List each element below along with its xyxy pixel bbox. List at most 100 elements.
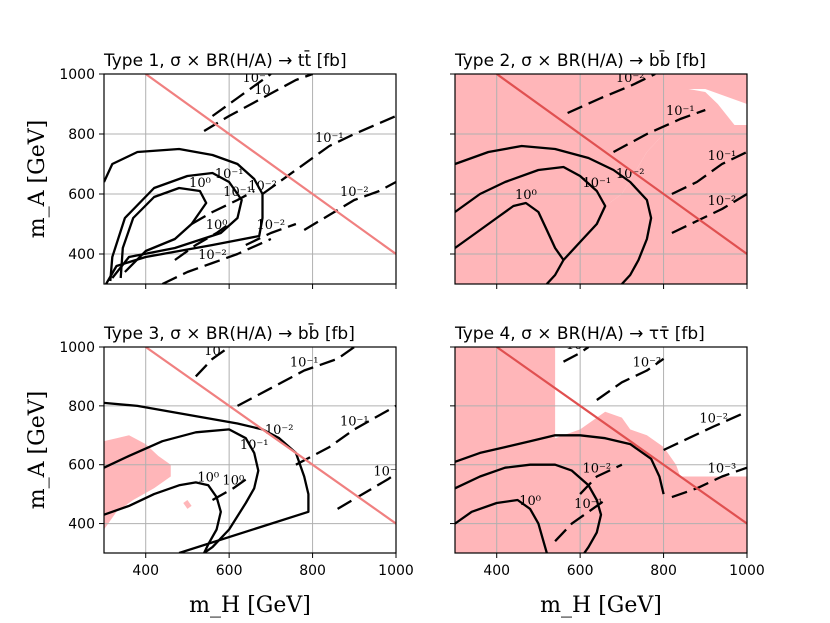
axes-frame <box>103 73 397 285</box>
y-tick-label: 400 <box>68 517 95 533</box>
contour-line <box>579 463 623 495</box>
x-tick-label: 1000 <box>729 563 765 579</box>
contour-label: 10⁻² <box>340 185 369 200</box>
contour-line <box>191 189 255 225</box>
contour-label: 10⁻² <box>373 464 402 479</box>
contour-line <box>562 347 590 363</box>
axes-frame <box>103 346 397 554</box>
excluded-region <box>455 89 747 284</box>
contour-line <box>455 144 653 284</box>
contour-label: 10⁻² <box>616 167 645 182</box>
panel-title: Type 3, σ × BR(H/A) → bb̄ [fb] <box>103 322 355 344</box>
contour-line <box>455 463 603 553</box>
y-tick-label: 1000 <box>59 67 95 83</box>
y-axis-label: m_A [GeV] <box>25 391 50 509</box>
threshold-line <box>145 74 396 255</box>
excluded-region <box>455 347 747 553</box>
contour-label: 10⁻ <box>242 71 265 86</box>
contour-label: 10⁰ <box>515 188 537 203</box>
contour-line <box>455 201 565 261</box>
contour-label: 10⁻² <box>265 423 294 438</box>
contour-line <box>671 466 747 499</box>
excluded-region <box>183 500 192 509</box>
contour-line <box>104 428 260 553</box>
contour-line <box>455 498 548 553</box>
contour-label: 10⁻¹ <box>340 414 369 429</box>
contour-line <box>663 410 747 452</box>
x-tick-label: 600 <box>567 563 594 579</box>
panel-title: Type 4, σ × BR(H/A) → ττ̄ [fb] <box>454 324 705 344</box>
contour-line <box>671 193 747 235</box>
contour-line <box>671 150 747 196</box>
y-axis-label: m_A [GeV] <box>25 120 50 238</box>
panel-title: Type 1, σ × BR(H/A) → tt̄ [fb] <box>103 49 347 71</box>
x-tick-label: 400 <box>132 563 159 579</box>
contour-label: 10 <box>204 344 221 359</box>
contour-label: 10⁻² <box>257 218 286 233</box>
contour-line <box>236 347 355 407</box>
contour-label: 10⁰ <box>206 218 228 233</box>
contour-label: 10⁻² <box>583 461 612 476</box>
contour-line <box>211 475 251 502</box>
contour-line <box>261 114 396 195</box>
x-tick-label: 1000 <box>378 563 414 579</box>
contour-line <box>109 171 243 282</box>
contour-label: 10⁻¹ <box>315 131 344 146</box>
contour-line <box>567 74 656 115</box>
contour-label: 10⁻¹ <box>583 176 612 191</box>
y-tick-label: 600 <box>68 458 95 474</box>
contour-label: 10⁰ <box>189 176 211 191</box>
threshold-line <box>496 74 747 255</box>
x-tick-label: 800 <box>650 563 677 579</box>
contour-line <box>337 472 396 510</box>
panel-1: 10⁻²10⁻¹10⁰10⁻²10⁰10⁻¹10⁻²1010⁻¹10⁻²10⁻4… <box>25 49 397 289</box>
axes-frame <box>454 73 748 285</box>
contour-label: 10⁻¹ <box>666 104 695 119</box>
contour-label: 10⁻¹ <box>290 356 319 371</box>
contour-label: 10⁻¹ <box>708 149 737 164</box>
contour-line <box>211 74 272 117</box>
contour-label: 10⁻² <box>699 411 728 426</box>
contour-line <box>104 481 222 553</box>
contour-line <box>119 186 208 279</box>
contour-label: 10⁰ <box>222 473 244 488</box>
contour-line <box>303 180 396 231</box>
contour-label: 10 <box>254 83 271 98</box>
contour-label: 10⁻² <box>633 356 662 371</box>
contour-line <box>295 404 396 466</box>
contour-line <box>161 237 272 284</box>
contour-label: 10⁻² <box>198 248 227 263</box>
contour-line <box>194 347 230 378</box>
plot-area: 10⁰ 10⁻¹ 10⁻² 10⁻² 10⁻² 10⁻³ 10⁻³ <box>455 338 747 553</box>
y-tick-label: 1000 <box>59 340 95 356</box>
x-axis-label: m_H [GeV] <box>189 593 311 618</box>
contour-line <box>245 222 297 247</box>
contour-label: 10⁻¹ <box>223 185 252 200</box>
contour-label: 10⁻² <box>616 71 645 86</box>
x-axis-label: m_H [GeV] <box>540 593 662 618</box>
contour-line <box>104 401 310 553</box>
excluded-region <box>104 435 171 530</box>
y-tick-label: 400 <box>68 247 95 263</box>
axes-frame <box>454 346 748 554</box>
contour-label: 10⁰ <box>519 494 541 509</box>
threshold-line <box>496 347 747 525</box>
contour-line <box>554 499 606 542</box>
contour-line <box>455 434 665 495</box>
contour-line <box>596 357 665 401</box>
y-tick-label: 800 <box>68 399 95 415</box>
contour-line <box>174 223 230 261</box>
contour-label: 10⁰ <box>197 470 219 485</box>
x-tick-label: 600 <box>216 563 243 579</box>
contour-line <box>612 108 706 154</box>
x-tick-label: 400 <box>483 563 510 579</box>
contour-label: 10⁻³ <box>708 461 737 476</box>
y-tick-label: 800 <box>68 127 95 143</box>
contour-label: 10⁻³ <box>566 338 595 353</box>
x-tick-label: 800 <box>299 563 326 579</box>
